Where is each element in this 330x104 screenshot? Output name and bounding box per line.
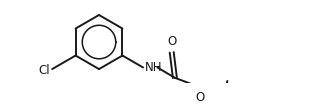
Text: O: O	[167, 35, 176, 48]
Text: O: O	[196, 90, 205, 103]
Text: NH: NH	[145, 61, 162, 74]
Text: Cl: Cl	[38, 64, 50, 77]
